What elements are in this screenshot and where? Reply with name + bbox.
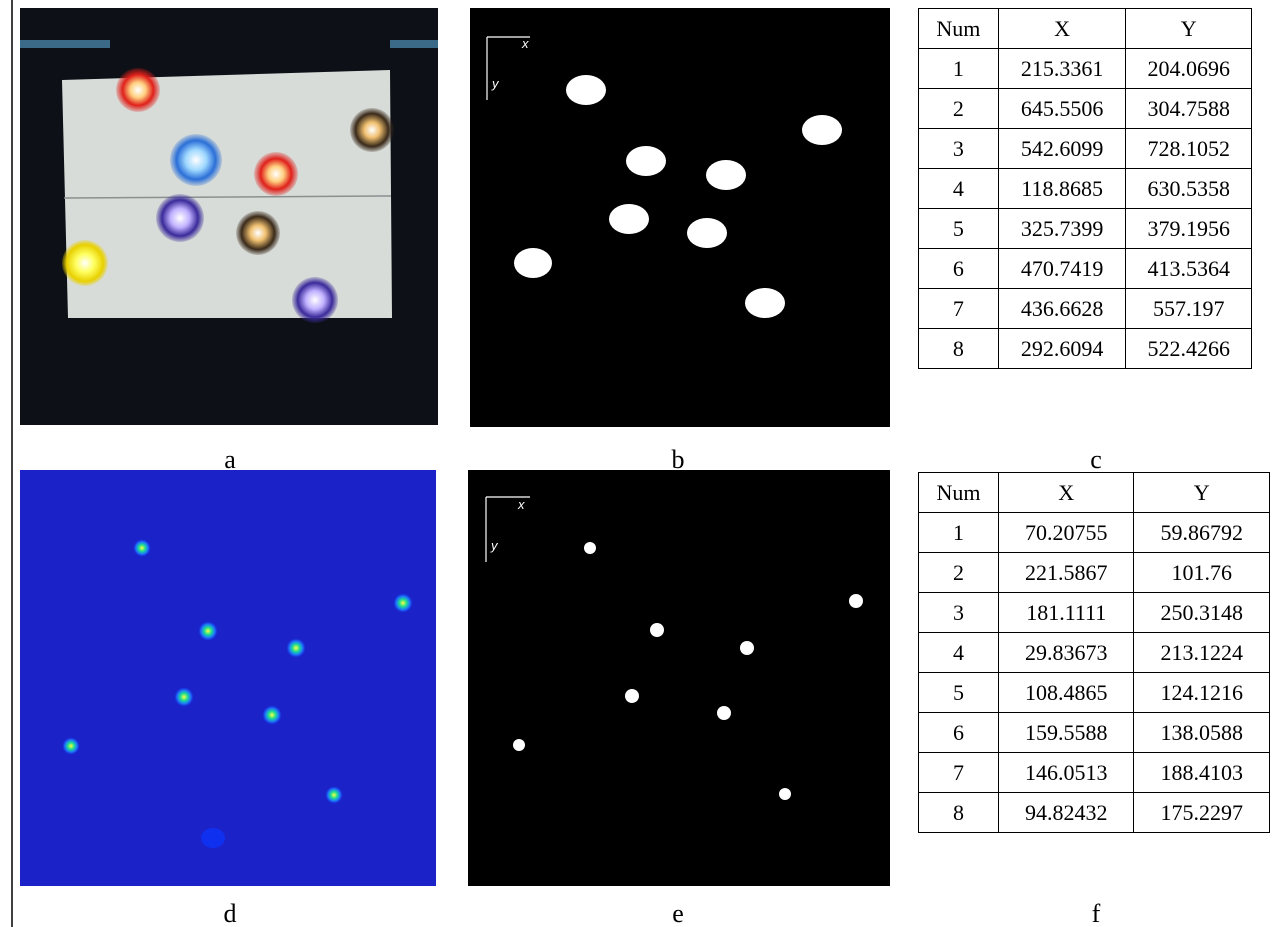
panel-label: b xyxy=(672,445,685,474)
table-cell: 70.20755 xyxy=(998,513,1134,553)
table-cell: 3 xyxy=(919,129,999,169)
table-cell: 4 xyxy=(919,169,999,209)
table-cell: 204.0696 xyxy=(1126,49,1252,89)
table-cell: 292.6094 xyxy=(998,329,1126,369)
table-cell: 118.8685 xyxy=(998,169,1126,209)
photo xyxy=(20,8,438,425)
axis-label: x xyxy=(517,497,525,512)
table-cell: 94.82432 xyxy=(998,793,1134,833)
table-cell: 436.6628 xyxy=(998,289,1126,329)
table-cell: 59.86792 xyxy=(1134,513,1270,553)
table-cell: 221.5867 xyxy=(998,553,1134,593)
table-cell: 175.2297 xyxy=(1134,793,1270,833)
table-cell: Y xyxy=(1126,9,1252,49)
figure: a x y b c d x y e f NumXY1215.3361204.06… xyxy=(0,0,1283,927)
table-cell: 304.7588 xyxy=(1126,89,1252,129)
table-cell: 215.3361 xyxy=(998,49,1126,89)
table-cell: 728.1052 xyxy=(1126,129,1252,169)
panel-label: f xyxy=(1092,899,1101,927)
table-cell: 5 xyxy=(919,673,999,713)
table-cell: 1 xyxy=(919,513,999,553)
table-cell: 7 xyxy=(919,753,999,793)
panel-label: c xyxy=(1090,445,1102,474)
table-cell: 138.0588 xyxy=(1134,713,1270,753)
table-cell: 124.1216 xyxy=(1134,673,1270,713)
table-cell: 250.3148 xyxy=(1134,593,1270,633)
panel-label: a xyxy=(224,445,236,474)
table-cell: 2 xyxy=(919,553,999,593)
table-cell: 188.4103 xyxy=(1134,753,1270,793)
panel-label: e xyxy=(672,899,684,927)
table-cell: 101.76 xyxy=(1134,553,1270,593)
table-cell: 1 xyxy=(919,49,999,89)
table-cell: X xyxy=(998,473,1134,513)
table-cell: 181.1111 xyxy=(998,593,1134,633)
table-cell: 325.7399 xyxy=(998,209,1126,249)
table-cell: 146.0513 xyxy=(998,753,1134,793)
axis-label: x xyxy=(521,36,529,51)
table-cell: 630.5358 xyxy=(1126,169,1252,209)
table-cell: 522.4266 xyxy=(1126,329,1252,369)
table-cell: 5 xyxy=(919,209,999,249)
table-cell: 4 xyxy=(919,633,999,673)
table-cell: Num xyxy=(919,9,999,49)
table-cell: 379.1956 xyxy=(1126,209,1252,249)
table-cell: 470.7419 xyxy=(998,249,1126,289)
table-cell: 108.4865 xyxy=(998,673,1134,713)
table-cell: 645.5506 xyxy=(998,89,1126,129)
panel-label: d xyxy=(224,899,237,927)
table-cell: 6 xyxy=(919,249,999,289)
table-cell: 2 xyxy=(919,89,999,129)
table-cell: X xyxy=(998,9,1126,49)
table-cell: 8 xyxy=(919,329,999,369)
binary-image xyxy=(468,470,890,886)
table-cell: 8 xyxy=(919,793,999,833)
table-cell: 7 xyxy=(919,289,999,329)
table-cell: 3 xyxy=(919,593,999,633)
table-cell: 6 xyxy=(919,713,999,753)
binary-image xyxy=(470,8,890,427)
table-cell: 557.197 xyxy=(1126,289,1252,329)
table-cell: 29.83673 xyxy=(998,633,1134,673)
table-cell: 213.1224 xyxy=(1134,633,1270,673)
heatmap xyxy=(20,470,436,886)
table-cell: 159.5588 xyxy=(998,713,1134,753)
table-cell: 413.5364 xyxy=(1126,249,1252,289)
table-cell: Y xyxy=(1134,473,1270,513)
table-cell: Num xyxy=(919,473,999,513)
table-cell: 542.6099 xyxy=(998,129,1126,169)
